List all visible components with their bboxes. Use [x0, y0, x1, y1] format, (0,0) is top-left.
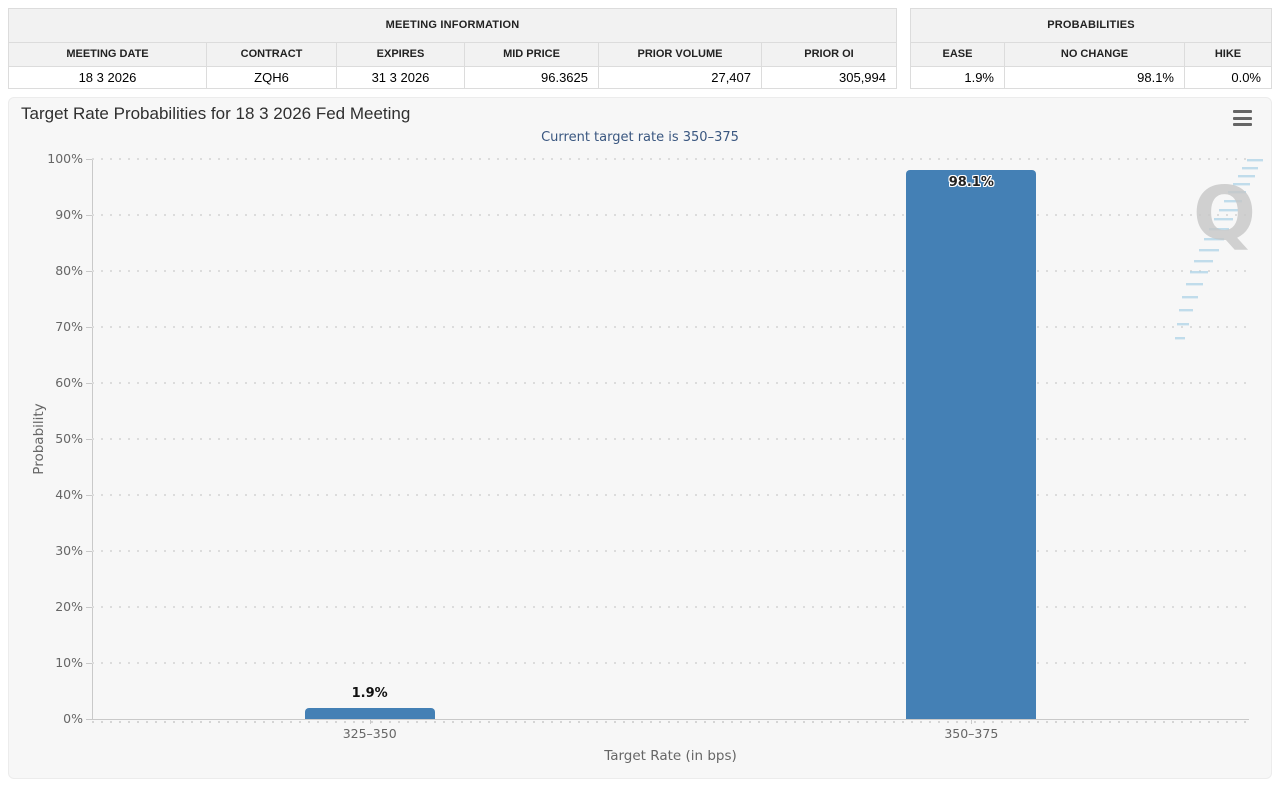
- gridline: [92, 438, 1249, 440]
- bar-value-label: 1.9%: [351, 686, 388, 702]
- y-axis-tick: [86, 215, 92, 216]
- y-axis-tick: [86, 607, 92, 608]
- gridline: [92, 606, 1249, 608]
- y-axis-tick: [86, 439, 92, 440]
- x-axis-category-label: 350–375: [944, 726, 999, 741]
- column-header-prior-volume: PRIOR VOLUME: [598, 43, 761, 66]
- gridline: [92, 158, 1249, 160]
- y-axis-tick: [86, 159, 92, 160]
- chart-subtitle: Current target rate is 350–375: [541, 130, 739, 145]
- y-axis-label: 40%: [55, 487, 83, 502]
- hamburger-icon: [1233, 116, 1252, 120]
- chart-container: Target Rate Probabilities for 18 3 2026 …: [8, 97, 1272, 779]
- y-axis-tick: [86, 551, 92, 552]
- gridline: [92, 662, 1249, 664]
- plot-area: 0% 10% 20% 30% 40% 50% 60% 70% 80% 90% 100% 1.9% 325…: [47, 151, 1249, 741]
- bar-350-375[interactable]: [906, 169, 1037, 719]
- column-header-no-change: NO CHANGE: [1004, 43, 1184, 66]
- bar-325-350[interactable]: [304, 708, 435, 719]
- meeting-info-header-row: MEETING DATE CONTRACT EXPIRES MID PRICE …: [9, 42, 896, 66]
- cell-hike: 0.0%: [1184, 67, 1271, 88]
- cell-expires: 31 3 2026: [336, 67, 464, 88]
- cell-no-change: 98.1%: [1004, 67, 1184, 88]
- y-axis-label: 80%: [55, 263, 83, 278]
- cell-prior-oi: 305,994: [761, 67, 896, 88]
- column-header-ease: EASE: [942, 48, 973, 60]
- chart-context-menu-button[interactable]: [1233, 109, 1255, 127]
- meeting-info-table: MEETING INFORMATION MEETING DATE CONTRAC…: [8, 8, 897, 89]
- gridline: [92, 382, 1249, 384]
- column-header-contract: CONTRACT: [206, 43, 336, 66]
- y-axis-label: 50%: [55, 431, 83, 446]
- gridline: [92, 494, 1249, 496]
- hamburger-icon: [1233, 110, 1252, 113]
- y-axis-label: 60%: [55, 375, 83, 390]
- x-axis-line: [92, 719, 1249, 720]
- cell-mid-price: 96.3625: [464, 67, 598, 88]
- y-axis-label: 20%: [55, 599, 83, 614]
- y-axis-tick: [86, 719, 92, 720]
- probabilities-table: PROBABILITIES EASE NO CHANGE HIKE 1.9% 9…: [910, 8, 1272, 89]
- column-header-prior-oi: PRIOR OI: [761, 43, 896, 66]
- column-header-mid-price: MID PRICE: [464, 43, 598, 66]
- y-axis-tick: [86, 271, 92, 272]
- cell-ease: 1.9%: [911, 67, 1004, 88]
- y-axis-label: 70%: [55, 319, 83, 334]
- column-header-hike: HIKE: [1184, 43, 1271, 66]
- probabilities-title: PROBABILITIES: [911, 9, 1271, 42]
- probabilities-header-row: EASE NO CHANGE HIKE: [911, 42, 1271, 66]
- y-axis-tick: [86, 495, 92, 496]
- y-axis-label: 100%: [47, 151, 83, 166]
- gridline: [92, 270, 1249, 272]
- bar-value-label: 98.1%: [948, 174, 994, 190]
- x-axis-tick-dots: [92, 721, 1249, 723]
- hamburger-icon: [1233, 123, 1252, 126]
- column-header-expires: EXPIRES: [336, 43, 464, 66]
- cell-prior-volume: 27,407: [598, 67, 761, 88]
- x-axis-title: Target Rate (in bps): [604, 748, 737, 764]
- gridline: [92, 214, 1249, 216]
- gridline: [92, 550, 1249, 552]
- meeting-info-data-row: 18 3 2026 ZQH6 31 3 2026 96.3625 27,407 …: [9, 66, 896, 88]
- x-axis-tick: [971, 720, 973, 724]
- x-axis-tick: [369, 720, 371, 724]
- y-axis-label: 90%: [55, 207, 83, 222]
- y-axis-tick: [86, 327, 92, 328]
- y-axis-label: 30%: [55, 543, 83, 558]
- y-axis-label: 10%: [55, 655, 83, 670]
- column-header-meeting-date: MEETING DATE: [66, 48, 149, 60]
- y-axis-label: 0%: [63, 711, 83, 726]
- probabilities-data-row: 1.9% 98.1% 0.0%: [911, 66, 1271, 88]
- x-axis-category-label: 325–350: [342, 726, 397, 741]
- meeting-info-title: MEETING INFORMATION: [9, 9, 896, 42]
- gridline: [92, 326, 1249, 328]
- y-axis-tick: [86, 383, 92, 384]
- chart-title: Target Rate Probabilities for 18 3 2026 …: [21, 104, 411, 123]
- y-axis-tick: [86, 663, 92, 664]
- cell-meeting-date: 18 3 2026: [9, 67, 206, 88]
- cell-contract: ZQH6: [206, 67, 336, 88]
